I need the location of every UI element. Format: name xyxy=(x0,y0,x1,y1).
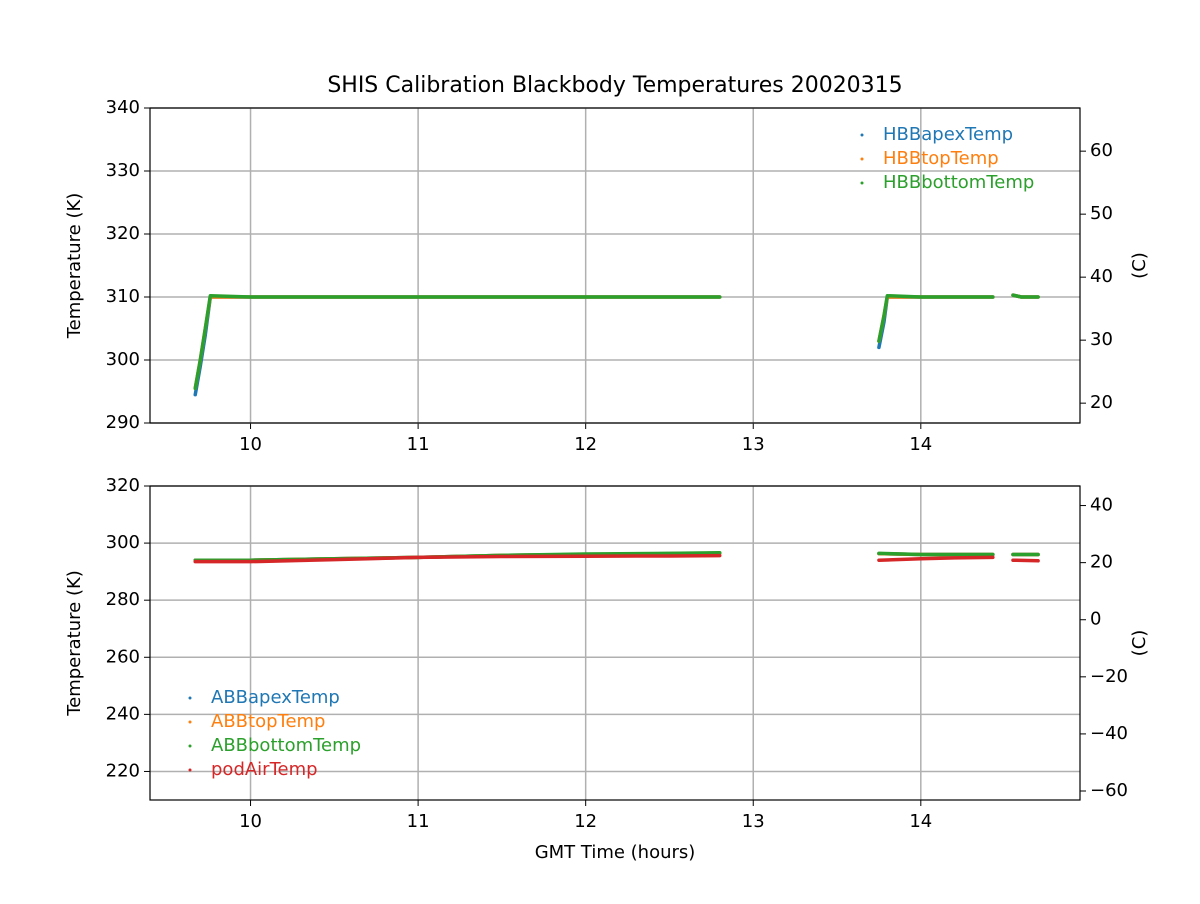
y2-tick-label: −60 xyxy=(1090,780,1128,801)
y-tick-label: 320 xyxy=(106,223,140,244)
y-tick-label: 280 xyxy=(106,589,140,610)
series-line xyxy=(193,553,1040,564)
y-tick-label: 290 xyxy=(106,412,140,433)
x-tick-label: 14 xyxy=(909,434,932,455)
y-tick-label: 260 xyxy=(106,646,140,667)
x-axis-label: GMT Time (hours) xyxy=(535,842,696,863)
legend-label: podAirTemp xyxy=(211,759,318,780)
y2-tick-label: 40 xyxy=(1090,495,1113,516)
chart-title: SHIS Calibration Blackbody Temperatures … xyxy=(327,73,902,98)
legend-marker xyxy=(188,744,192,748)
legend-label: HBBapexTemp xyxy=(883,124,1013,145)
y-tick-label: 240 xyxy=(106,703,140,724)
legend-label: ABBapexTemp xyxy=(211,687,340,708)
y2-tick-label: 30 xyxy=(1090,329,1113,350)
y2-tick-label: 0 xyxy=(1090,609,1101,630)
y2-tick-label: 20 xyxy=(1090,552,1113,573)
legend-marker xyxy=(860,181,864,185)
y-tick-label: 340 xyxy=(106,97,140,118)
y-tick-label: 300 xyxy=(106,532,140,553)
y-axis-label: Temperature (K) xyxy=(64,193,85,340)
legend-label: HBBbottomTemp xyxy=(883,172,1034,193)
legend-marker xyxy=(188,696,192,700)
y-axis-label: Temperature (K) xyxy=(64,570,85,717)
legend-marker xyxy=(860,133,864,137)
x-tick-label: 10 xyxy=(239,811,262,832)
legend-label: ABBtopTemp xyxy=(211,711,325,732)
x-tick-label: 12 xyxy=(574,434,597,455)
y2-axis-label: (C) xyxy=(1129,252,1150,279)
y-tick-label: 300 xyxy=(106,349,140,370)
series-line xyxy=(193,293,1040,391)
x-tick-label: 11 xyxy=(407,434,430,455)
y2-tick-label: 60 xyxy=(1090,140,1113,161)
x-tick-label: 11 xyxy=(407,811,430,832)
y2-tick-label: −20 xyxy=(1090,666,1128,687)
legend-marker xyxy=(188,720,192,724)
legend-marker xyxy=(860,157,864,161)
y2-tick-label: 20 xyxy=(1090,392,1113,413)
y-tick-label: 310 xyxy=(106,286,140,307)
x-tick-label: 12 xyxy=(574,811,597,832)
legend-label: HBBtopTemp xyxy=(883,148,999,169)
y2-tick-label: 50 xyxy=(1090,203,1113,224)
x-tick-label: 13 xyxy=(742,811,765,832)
legend-marker xyxy=(188,768,192,772)
y-tick-label: 330 xyxy=(106,160,140,181)
x-tick-label: 13 xyxy=(742,434,765,455)
axes-frame xyxy=(149,107,1081,424)
y2-tick-label: −40 xyxy=(1090,723,1128,744)
y2-axis-label: (C) xyxy=(1129,630,1150,657)
x-tick-label: 14 xyxy=(909,811,932,832)
legend-label: ABBbottomTemp xyxy=(211,735,361,756)
x-tick-label: 10 xyxy=(239,434,262,455)
y-tick-label: 220 xyxy=(106,760,140,781)
axes-frame xyxy=(149,485,1081,801)
y2-tick-label: 40 xyxy=(1090,266,1113,287)
y-tick-label: 320 xyxy=(106,475,140,496)
